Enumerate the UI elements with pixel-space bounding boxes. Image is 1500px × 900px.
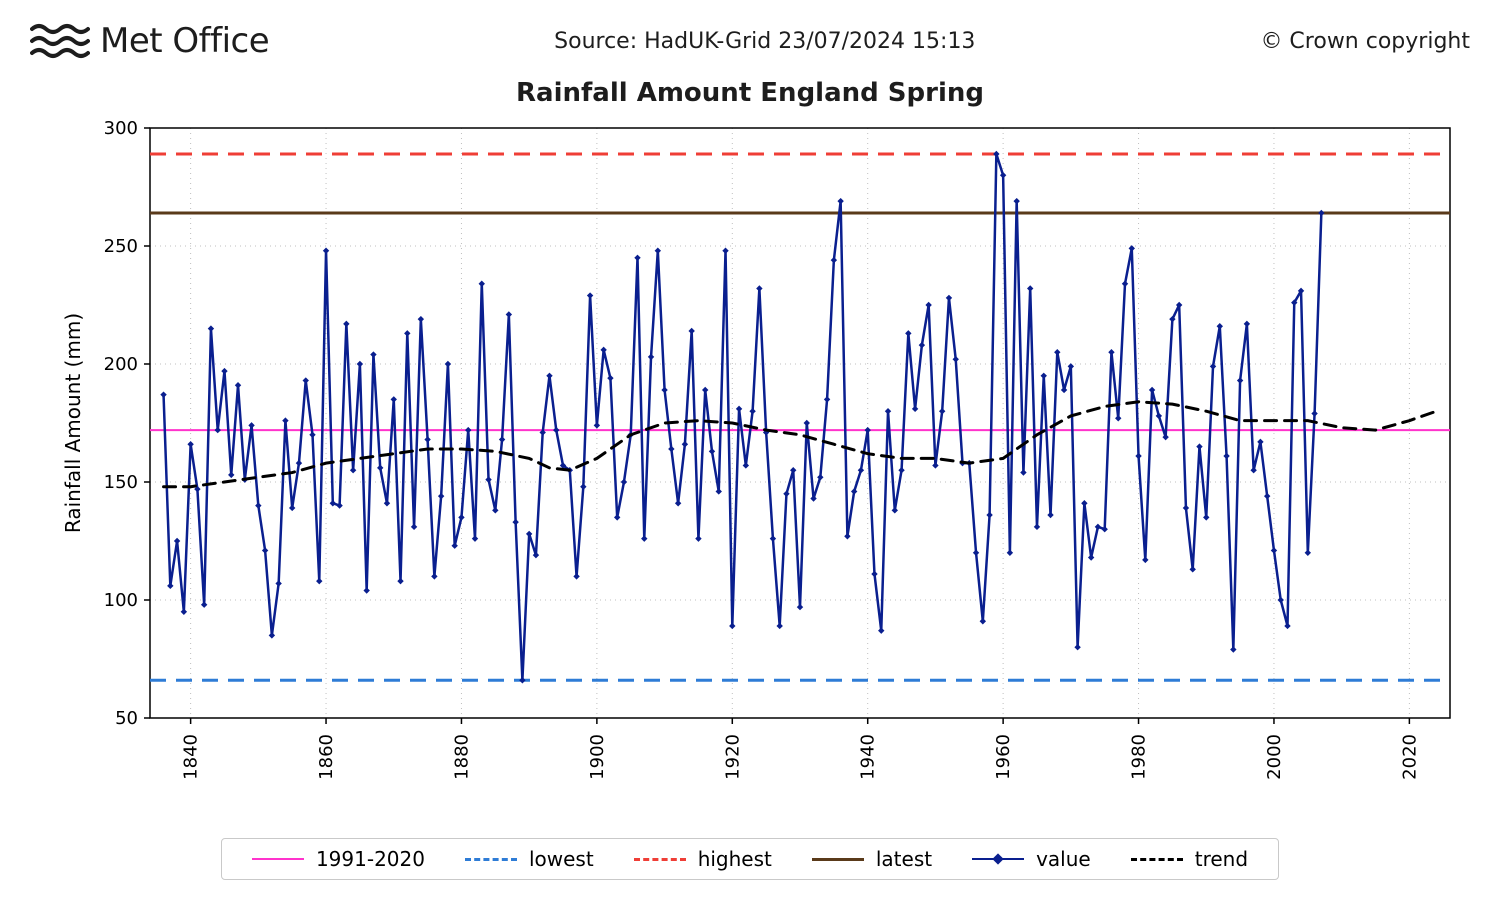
met-office-waves-icon	[30, 21, 90, 61]
legend-label: value	[1036, 847, 1091, 871]
copyright-text: © Crown copyright	[1260, 29, 1470, 54]
svg-text:50: 50	[115, 708, 138, 729]
svg-text:1860: 1860	[316, 734, 337, 780]
rainfall-chart: 50 100 150 200 250 300 1840 1860 1880 1900 1920 194…	[30, 108, 1470, 828]
svg-text:1960: 1960	[993, 734, 1014, 780]
svg-text:100: 100	[104, 590, 138, 611]
svg-text:300: 300	[104, 118, 138, 139]
svg-text:150: 150	[104, 472, 138, 493]
legend-label: lowest	[529, 847, 594, 871]
legend-label: latest	[876, 847, 932, 871]
legend-item-highest: highest	[634, 847, 772, 871]
legend-label: 1991-2020	[316, 847, 425, 871]
legend-item-lowest: lowest	[465, 847, 594, 871]
legend-label: highest	[698, 847, 772, 871]
legend-item-trend: trend	[1131, 847, 1248, 871]
svg-text:2020: 2020	[1399, 734, 1420, 780]
svg-text:Rainfall Amount (mm): Rainfall Amount (mm)	[61, 313, 85, 533]
source-text: Source: HadUK-Grid 23/07/2024 15:13	[554, 29, 975, 54]
legend-item-avg_1991_2020: 1991-2020	[252, 847, 425, 871]
svg-text:200: 200	[104, 354, 138, 375]
svg-text:1920: 1920	[722, 734, 743, 780]
svg-text:1940: 1940	[858, 734, 879, 780]
svg-text:1840: 1840	[181, 734, 202, 780]
legend-item-latest: latest	[812, 847, 932, 871]
svg-text:1900: 1900	[587, 734, 608, 780]
logo-block: Met Office	[30, 21, 269, 61]
header: Met Office Source: HadUK-Grid 23/07/2024…	[0, 0, 1500, 72]
svg-text:2000: 2000	[1264, 734, 1285, 780]
logo-text: Met Office	[100, 21, 269, 61]
chart-title: Rainfall Amount England Spring	[0, 78, 1500, 108]
chart-container: 50 100 150 200 250 300 1840 1860 1880 1900 1920 194…	[0, 108, 1500, 838]
legend-item-value: value	[972, 847, 1091, 871]
legend-label: trend	[1195, 847, 1248, 871]
svg-text:1880: 1880	[451, 734, 472, 780]
svg-text:250: 250	[104, 236, 138, 257]
svg-text:1980: 1980	[1129, 734, 1150, 780]
legend: 1991-2020 lowest highest latest value trend	[221, 838, 1279, 880]
